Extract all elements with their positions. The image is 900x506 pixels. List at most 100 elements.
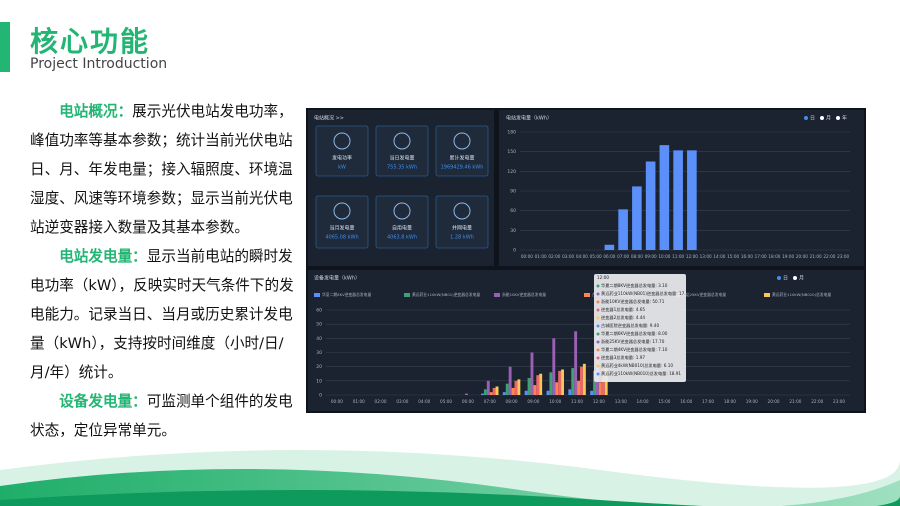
tooltip-line: 古城医院逆变器总发电量: 9.40 <box>601 322 659 329</box>
y-tick-label: 50 <box>316 322 322 328</box>
card <box>375 125 429 177</box>
toggle[interactable]: 月 <box>826 116 831 122</box>
x-tick-label: 15:00 <box>658 399 670 404</box>
bar <box>511 387 515 395</box>
toggle[interactable]: 年 <box>842 115 847 122</box>
paragraph: 设备发电量：可监测单个组件的发电状态，定位异常单元。 <box>30 387 302 445</box>
y-tick-label: 120 <box>507 169 516 175</box>
bar <box>574 331 578 395</box>
card-icon <box>333 132 351 150</box>
toggle[interactable]: 日 <box>783 276 788 282</box>
x-tick-label: 19:00 <box>782 254 794 259</box>
bar <box>495 386 499 395</box>
bar <box>561 369 564 395</box>
card-icon <box>393 202 411 220</box>
tooltip-dot <box>596 348 600 352</box>
bar <box>524 390 528 395</box>
x-tick-label: 14:00 <box>637 399 649 404</box>
bar <box>539 373 543 395</box>
card-icon <box>333 202 351 220</box>
bar <box>517 379 521 395</box>
toggle[interactable]: 日 <box>810 116 815 122</box>
x-tick-label: 03:00 <box>562 254 574 259</box>
card-label: 发电功率 <box>332 155 352 162</box>
bar <box>604 244 615 250</box>
tooltip <box>594 274 686 382</box>
x-tick-label: 16:00 <box>741 254 753 259</box>
x-tick-label: 18:00 <box>768 254 780 259</box>
tooltip-dot <box>596 372 600 376</box>
bar <box>577 380 580 395</box>
toggle-radio <box>777 276 781 280</box>
x-tick-label: 08:00 <box>506 399 518 404</box>
x-tick-label: 05:00 <box>590 254 602 259</box>
bar <box>601 369 605 395</box>
bar <box>530 352 534 395</box>
tooltip-line: 华夏二期6KV逆变器总发电量: 8.00 <box>601 330 668 337</box>
x-tick-label: 07:00 <box>617 254 629 259</box>
x-tick-label: 20:00 <box>796 254 808 259</box>
tooltip-line: 逆变器1总发电量: 4.65 <box>601 306 645 313</box>
y-tick-label: 0 <box>319 393 322 399</box>
x-tick-label: 14:00 <box>713 254 725 259</box>
legend-swatch <box>764 293 770 297</box>
legend-label: 黄远药业110kW(NB01)逆变器总发电量 <box>412 292 480 297</box>
tooltip-dot <box>596 340 600 344</box>
bar <box>549 372 553 395</box>
bar <box>558 370 562 395</box>
y-tick-label: 180 <box>507 130 516 136</box>
tooltip-dot <box>596 356 600 360</box>
bar <box>489 392 493 395</box>
x-tick-label: 09:00 <box>527 399 539 404</box>
card-value: kW <box>338 165 346 171</box>
x-tick-label: 22:00 <box>811 399 823 404</box>
paragraph-text: 可监测单个组件的发电状态，定位异常单元。 <box>30 393 293 439</box>
tooltip-dot <box>596 292 600 296</box>
x-tick-label: 12:00 <box>686 254 698 259</box>
tooltip-line: 12:00 <box>597 275 609 280</box>
tooltip-line: 黄远药业110kW(NB010)总发电量: 18.91 <box>601 370 681 377</box>
card-label: 累计发电量 <box>449 155 474 162</box>
x-tick-label: 16:00 <box>680 399 692 404</box>
card-value: 1969429.46 kWh <box>441 165 484 171</box>
x-tick-label: 18:00 <box>724 399 736 404</box>
y-tick-label: 30 <box>316 350 322 356</box>
x-tick-label: 08:00 <box>631 254 643 259</box>
bar <box>508 366 512 395</box>
bar <box>502 392 506 395</box>
legend-label: 黄远药业110kW(NB010)总发电量 <box>772 292 831 297</box>
panel-title: 电站发电量（kWh） <box>506 115 552 122</box>
y-tick-label: 60 <box>316 308 322 314</box>
toggle[interactable]: 月 <box>799 276 804 282</box>
tooltip-line: 华夏二期4KV逆变器总发电量: 7.10 <box>601 346 668 353</box>
x-tick-label: 02:00 <box>548 254 560 259</box>
x-tick-label: 03:00 <box>396 399 408 404</box>
bar <box>593 370 597 395</box>
y-tick-label: 40 <box>316 336 322 342</box>
y-tick-label: 10 <box>316 378 322 384</box>
bar <box>645 161 656 250</box>
bar <box>555 382 559 395</box>
tooltip-dot <box>596 308 600 312</box>
x-tick-label: 07:00 <box>484 399 496 404</box>
x-tick-label: 17:00 <box>755 254 767 259</box>
x-tick-label: 23:00 <box>837 254 849 259</box>
x-tick-label: 06:00 <box>603 254 615 259</box>
legend-label: 华夏二期8KV逆变器总发电量 <box>322 292 371 297</box>
x-tick-label: 21:00 <box>789 399 801 404</box>
legend-swatch <box>314 293 320 297</box>
tooltip-dot <box>596 332 600 336</box>
x-tick-label: 00:00 <box>521 254 533 259</box>
y-tick-label: 60 <box>510 208 516 214</box>
bar <box>465 393 468 395</box>
y-tick-label: 20 <box>316 364 322 370</box>
bar <box>568 389 572 395</box>
label: 设备发电量： <box>59 393 147 410</box>
tooltip-dot <box>596 324 600 328</box>
bar <box>505 383 509 395</box>
bar <box>492 387 496 395</box>
legend-swatch <box>404 293 410 297</box>
bar <box>533 385 537 395</box>
subtitle: Project Introduction <box>30 56 168 72</box>
